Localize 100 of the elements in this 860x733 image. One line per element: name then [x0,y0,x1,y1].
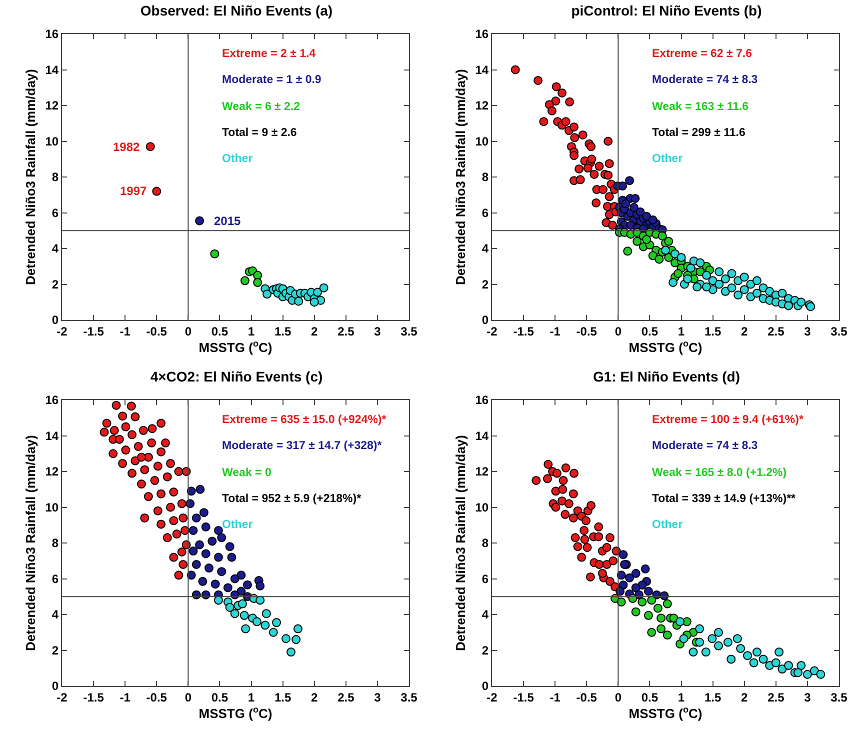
x-tick-label: 0 [614,690,622,704]
y-tick-label: 6 [482,572,489,586]
y-tick-label: 4 [482,242,489,256]
y-tick-label: 0 [482,313,489,328]
y-tick-label: 2 [482,643,489,658]
chart-title: piControl: El Niño Events (b) [571,2,762,18]
y-tick-label: 10 [475,134,489,148]
text: Weak = 165 ± 8.0 (+1.2%) [652,467,787,479]
text: Extreme = 62 ± 7.6 [652,48,752,60]
y-tick-label: 14 [45,62,59,77]
x-tick-label: -2 [56,690,68,704]
y-tick-label: 6 [52,572,59,586]
text: Extreme = 635 ± 15.0 (+924%)* [222,414,387,426]
y-tick-label: 12 [475,464,489,479]
x-tick-label: -1.5 [83,690,104,704]
x-tick-label: 0 [184,324,192,338]
x-tick-label: -2 [486,690,498,704]
x-tick-label: 2.5 [338,324,355,338]
chart-title: 4×CO2: El Niño Events (c) [150,368,323,384]
annotation: Total = 9 ± 2.6 [222,127,297,139]
text: Extreme = 100 ± 9.4 (+61%)* [652,414,804,426]
x-tick-label: -0.5 [576,324,598,338]
x-tick-label: 3 [804,324,812,338]
x-tick-label: -1 [120,324,131,338]
text: Extreme = 2 ± 1.4 [222,48,316,60]
annotation: Total = 299 ± 11.6 [652,127,746,139]
text: Weak = 163 ± 11.6 [652,101,749,113]
x-tick-label: 0 [614,324,622,338]
x-tick-label: 2 [741,324,748,338]
annotation: 1997 [120,184,148,198]
chart-title: Observed: El Niño Events (a) [140,2,333,18]
y-axis-title: Detrended Niño3 Rainfall (mm/day) [23,69,38,285]
x-tick-label: 1.5 [274,324,292,338]
annotation: Total = 339 ± 14.9 (+13%)** [652,493,796,505]
y-axis-title: Detrended Niño3 Rainfall (mm/day) [453,69,468,285]
y-tick-label: 0 [482,679,489,694]
text: Moderate = 317 ± 14.7 (+328)* [222,440,382,452]
x-tick-label: 0 [184,690,192,704]
x-axis-title: MSSTG ($^{o}$C) [628,338,702,355]
x-tick-label: 1 [678,324,685,338]
x-tick-label: -1 [550,324,561,338]
legend-label: Weak = 0 [222,467,272,479]
x-tick-label: 2 [311,690,318,704]
x-tick-label: 2 [741,690,748,704]
x-tick-label: 3 [374,324,382,338]
x-tick-label: -2 [486,324,498,338]
x-tick-label: 3.5 [830,324,848,338]
x-tick-label: -2 [56,324,68,338]
y-tick-label: 12 [475,98,489,113]
text: Moderate = 74 ± 8.3 [652,74,758,86]
x-tick-label: 1.5 [704,324,722,338]
x-tick-label: 2 [311,324,318,338]
chart-title: G1: El Niño Events (d) [592,368,740,384]
x-tick-label: 3.5 [400,324,418,338]
y-tick-label: 8 [52,536,59,550]
x-tick-label: 0.5 [211,690,228,704]
x-tick-label: -0.5 [146,324,168,338]
x-tick-label: -1 [120,690,131,704]
x-tick-label: 2.5 [768,324,785,338]
text: Moderate = 74 ± 8.3 [652,440,758,452]
y-tick-label: 10 [45,134,59,148]
x-axis-title: MSSTG ($^{o}$C) [198,704,272,721]
x-tick-label: -1.5 [513,690,534,704]
y-tick-label: 2 [52,643,59,658]
y-axis-title: Detrended Niño3 Rainfall (mm/day) [23,435,38,651]
x-tick-label: 3 [804,690,812,704]
y-tick-label: 4 [52,608,59,622]
annotation: 2015 [214,214,242,228]
y-tick-label: 8 [52,170,59,184]
text: Other [222,519,254,531]
x-tick-label: 1 [678,690,685,704]
y-tick-label: 16 [475,27,489,42]
y-tick-label: 2 [52,277,59,292]
y-tick-label: 6 [52,206,59,220]
text: Moderate = 1 ± 0.9 [222,74,322,86]
text: Other [652,153,684,165]
y-tick-label: 2 [482,277,489,292]
y-tick-label: 6 [482,206,489,220]
text: Other [652,519,684,531]
y-axis-title: Detrended Niño3 Rainfall (mm/day) [453,435,468,651]
x-tick-label: 1 [248,324,255,338]
y-tick-label: 12 [45,98,59,113]
x-tick-label: 2.5 [768,690,785,704]
x-tick-label: 2.5 [338,690,355,704]
y-tick-label: 14 [475,428,489,443]
y-tick-label: 4 [482,608,489,622]
y-tick-label: 10 [475,500,489,514]
y-tick-label: 16 [475,393,489,408]
y-tick-label: 12 [45,464,59,479]
x-tick-label: -0.5 [146,690,168,704]
x-axis-title: MSSTG ($^{o}$C) [198,338,272,355]
x-axis-title: MSSTG ($^{o}$C) [628,704,702,721]
y-tick-label: 14 [45,428,59,443]
x-tick-label: 1.5 [704,690,722,704]
y-tick-label: 8 [482,170,489,184]
annotation: 1982 [113,140,140,154]
x-tick-label: 3.5 [830,690,848,704]
x-tick-label: -1.5 [513,324,534,338]
x-tick-label: 3.5 [400,690,418,704]
text: Other [222,153,254,165]
